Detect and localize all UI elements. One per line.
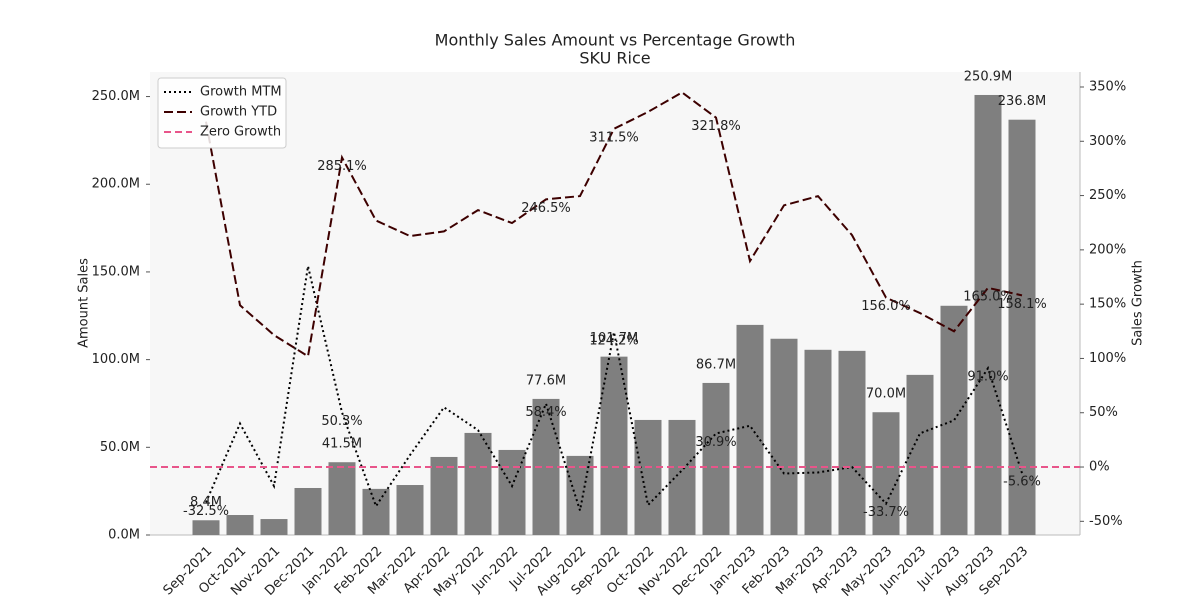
bar bbox=[736, 324, 764, 535]
data-label: 50.3% bbox=[321, 414, 362, 429]
data-label: -5.6% bbox=[1003, 475, 1041, 490]
y-tick-label: 150.0M bbox=[92, 264, 140, 279]
bar bbox=[362, 488, 390, 535]
legend-label: Growth YTD bbox=[200, 105, 277, 120]
y2-tick-label: 350% bbox=[1089, 79, 1126, 94]
bar bbox=[804, 349, 832, 535]
data-label: 250.9M bbox=[964, 69, 1012, 84]
legend-label: Zero Growth bbox=[200, 125, 281, 140]
y-tick-label: 200.0M bbox=[92, 177, 140, 192]
bar bbox=[906, 374, 934, 535]
bar bbox=[974, 94, 1002, 536]
line-dotted bbox=[205, 265, 1023, 511]
data-label: 321.8% bbox=[691, 119, 741, 134]
y2-tick-label: 250% bbox=[1089, 188, 1126, 203]
data-label: 30.9% bbox=[695, 435, 736, 450]
bar bbox=[430, 456, 458, 535]
data-label: 285.1% bbox=[317, 159, 367, 174]
bar bbox=[260, 519, 288, 535]
y-tick-label: 250.0M bbox=[92, 89, 140, 104]
y2-tick-label: 0% bbox=[1089, 460, 1110, 475]
data-label: 156.0% bbox=[861, 299, 911, 314]
data-label: 124.2% bbox=[589, 334, 639, 349]
data-label: 58.4% bbox=[525, 405, 566, 420]
y2-tick-label: 50% bbox=[1089, 405, 1118, 420]
bar bbox=[838, 350, 866, 535]
y2-tick-label: -50% bbox=[1089, 514, 1123, 529]
data-label: 70.0M bbox=[866, 387, 906, 402]
bar bbox=[226, 515, 254, 535]
y-tick-label: 0.0M bbox=[108, 528, 140, 543]
y-axis-label: Amount Sales bbox=[77, 258, 92, 348]
y2-tick-label: 200% bbox=[1089, 242, 1126, 257]
bar bbox=[634, 419, 662, 535]
bar bbox=[192, 520, 220, 535]
y-tick-label: 50.0M bbox=[100, 440, 140, 455]
data-label: 158.1% bbox=[997, 297, 1047, 312]
data-label: -33.7% bbox=[863, 505, 909, 520]
chart-subtitle: SKU Rice bbox=[579, 49, 650, 68]
y2-tick-label: 300% bbox=[1089, 134, 1126, 149]
bar bbox=[872, 412, 900, 535]
bar bbox=[566, 455, 594, 535]
data-label: 41.5M bbox=[322, 437, 362, 452]
bar bbox=[702, 382, 730, 535]
bar bbox=[294, 487, 322, 535]
data-label: 311.5% bbox=[589, 130, 639, 145]
line-dashed bbox=[205, 91, 1023, 358]
bar bbox=[396, 485, 424, 535]
y2-axis-label: Sales Growth bbox=[1131, 260, 1146, 346]
data-label: 165.0% bbox=[963, 289, 1013, 304]
bar bbox=[328, 462, 356, 535]
bar bbox=[940, 305, 968, 535]
legend-box bbox=[157, 77, 287, 149]
bar bbox=[464, 432, 492, 535]
bar bbox=[668, 419, 696, 535]
data-label: 236.8M bbox=[998, 94, 1046, 109]
y-tick-label: 100.0M bbox=[92, 352, 140, 367]
legend-label: Growth MTM bbox=[200, 85, 282, 100]
chart-title: Monthly Sales Amount vs Percentage Growt… bbox=[435, 31, 796, 50]
bar bbox=[600, 356, 628, 535]
data-label: 8.4M bbox=[190, 495, 222, 510]
y2-tick-label: 100% bbox=[1089, 351, 1126, 366]
data-label: 246.5% bbox=[521, 201, 571, 216]
bar bbox=[1008, 119, 1036, 535]
data-label: 101.7M bbox=[590, 331, 638, 346]
y2-tick-label: 150% bbox=[1089, 297, 1126, 312]
data-label: 86.7M bbox=[696, 357, 736, 372]
bar bbox=[498, 449, 526, 535]
bar bbox=[770, 338, 798, 535]
data-label: 91.0% bbox=[967, 370, 1008, 385]
data-label: -32.5% bbox=[183, 504, 229, 519]
data-label: 77.6M bbox=[526, 373, 566, 388]
